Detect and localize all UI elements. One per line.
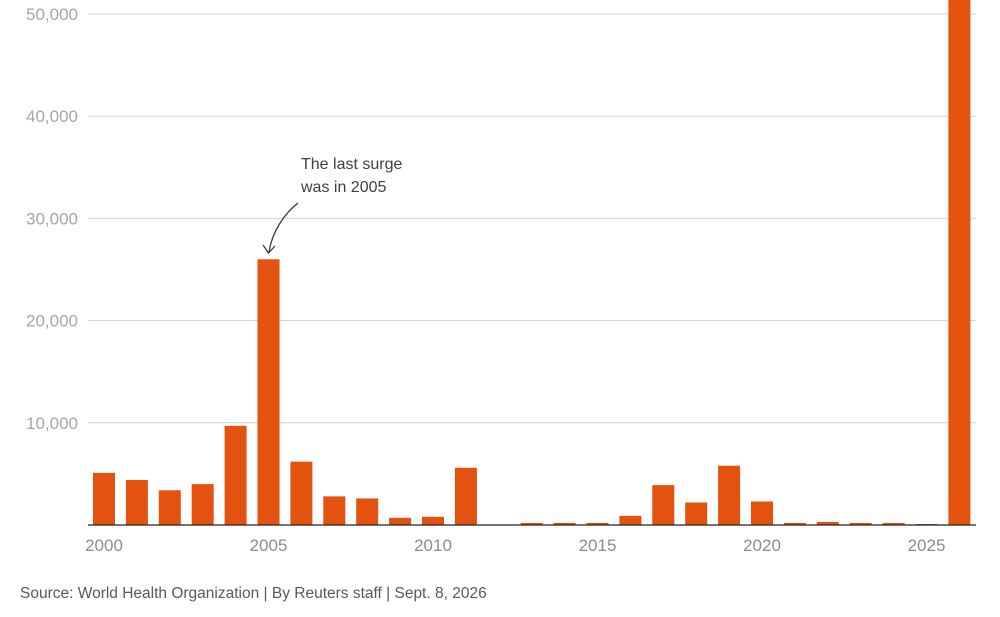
- y-tick-label: 10,000: [26, 414, 78, 433]
- bars: [93, 0, 971, 525]
- annotation-line-1: The last surge: [301, 156, 402, 173]
- x-tick-label: 2000: [85, 536, 123, 555]
- y-axis-ticks: 10,000 20,000 30,000 40,000 50,000: [26, 5, 78, 433]
- y-tick-label: 50,000: [26, 5, 78, 24]
- bar-2013: [520, 522, 543, 525]
- y-tick-label: 40,000: [26, 107, 78, 126]
- bar-2015: [586, 522, 609, 525]
- bar-2010: [422, 516, 444, 525]
- bar-2023: [849, 522, 872, 525]
- bar-2006: [290, 461, 313, 525]
- annotation-arrow: [268, 202, 299, 253]
- x-axis-ticks: 2000 2005 2010 2015 2020 2025: [85, 536, 945, 555]
- y-tick-label: 20,000: [26, 312, 78, 331]
- bar-2008: [356, 498, 379, 525]
- annotation-arrowhead: [262, 244, 276, 254]
- annotation: The last surge was in 2005: [262, 156, 402, 254]
- bar-2011: [454, 467, 477, 525]
- x-tick-label: 2020: [743, 536, 781, 555]
- bar-2004: [224, 425, 247, 525]
- bar-2024: [882, 522, 905, 525]
- bar-2019: [718, 465, 741, 525]
- bar-2002: [158, 490, 181, 525]
- bar-2003: [191, 484, 214, 525]
- bar-2021: [783, 522, 806, 525]
- annotation-line-2: was in 2005: [300, 179, 386, 196]
- bar-2022: [816, 521, 839, 525]
- bar-2000: [93, 472, 115, 525]
- x-tick-label: 2005: [250, 536, 288, 555]
- gridlines: [88, 13, 976, 424]
- bar-2016: [619, 515, 642, 525]
- bar-2001: [125, 480, 148, 525]
- bar-2014: [553, 522, 576, 525]
- bar-2020: [751, 501, 773, 525]
- x-tick-label: 2015: [579, 536, 617, 555]
- bar-2026: [948, 0, 971, 525]
- y-tick-label: 30,000: [26, 209, 78, 228]
- bar-2007: [323, 496, 346, 525]
- x-tick-label: 2010: [414, 536, 452, 555]
- bar-2005: [257, 259, 280, 525]
- bar-2017: [652, 485, 675, 525]
- x-tick-label: 2025: [908, 536, 946, 555]
- bar-2018: [685, 502, 708, 525]
- source-note: Source: World Health Organization | By R…: [20, 585, 487, 602]
- bar-2009: [389, 517, 412, 525]
